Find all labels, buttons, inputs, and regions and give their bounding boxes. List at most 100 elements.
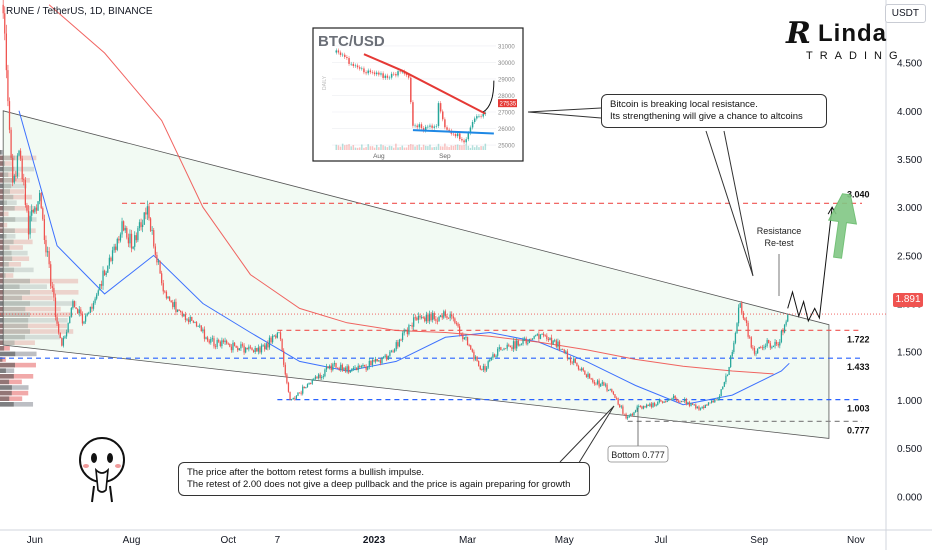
candle-body	[768, 339, 770, 344]
btc-y-tick-label: 27000	[498, 111, 515, 117]
candle-body	[414, 317, 416, 319]
candle-body	[99, 284, 101, 291]
candle-body	[176, 309, 179, 313]
candle-body	[769, 343, 771, 348]
candle-body	[774, 341, 776, 346]
candle-body	[308, 383, 310, 385]
btc-candle-body	[414, 125, 416, 127]
candle-body	[462, 334, 464, 340]
candle-body	[70, 308, 72, 317]
btc-candle-body	[401, 71, 404, 73]
volume-profile-bar-core	[0, 351, 16, 357]
candle-body	[398, 339, 401, 347]
x-tick-label: 7	[275, 535, 281, 546]
volume-profile-bar	[0, 351, 37, 357]
candle-body	[341, 364, 343, 371]
candle-body	[113, 246, 115, 251]
btc-y-tick-label: 30000	[498, 61, 515, 67]
btc-volume-bar	[469, 147, 472, 150]
btc-candle-body	[395, 73, 397, 76]
candle-body	[46, 251, 49, 253]
btc-candle-body	[339, 52, 342, 55]
btc-candle-body	[361, 68, 363, 70]
candle-body	[614, 394, 616, 398]
candle-body	[655, 404, 657, 406]
candle-body	[490, 357, 492, 360]
candle-body	[737, 307, 740, 324]
candle-body	[321, 377, 323, 379]
currency-button[interactable]: USDT	[884, 4, 926, 23]
candle-body	[183, 314, 185, 317]
btc-candle-body	[456, 133, 459, 137]
candle-body	[89, 306, 91, 313]
candle-body	[546, 335, 548, 340]
btc-candle-body	[384, 75, 386, 78]
candle-body	[173, 301, 175, 308]
btc-candle-body	[367, 70, 369, 74]
candle-body	[224, 340, 226, 343]
y-tick-label: 2.500	[897, 251, 922, 262]
impulse-note: The price after the bottom retest forms …	[178, 462, 590, 496]
volume-profile-bar-core	[0, 346, 5, 351]
candle-body	[538, 334, 540, 339]
candle-body	[91, 306, 93, 309]
btc-volume-bar	[471, 145, 474, 150]
candle-body	[622, 406, 624, 414]
symbol-label: RUNE / TetherUS, 1D, BINANCE	[6, 6, 153, 17]
candle-body	[35, 207, 38, 211]
candle-body	[646, 404, 648, 408]
candle-body	[259, 347, 261, 353]
btc-volume-bar	[439, 146, 442, 150]
btc-volume-bar	[412, 144, 414, 150]
volume-profile-bar	[0, 379, 22, 385]
candle-body	[23, 179, 25, 181]
candle-body	[747, 322, 749, 337]
candle-body	[531, 338, 534, 340]
candle-body	[569, 358, 572, 363]
btc-candle-body	[348, 58, 350, 64]
level-label: 1.722	[847, 334, 870, 344]
candle-body	[376, 358, 378, 362]
candle-body	[728, 367, 730, 375]
candle-body	[172, 302, 174, 308]
candle-body	[129, 233, 131, 244]
btc-candle-body	[431, 125, 433, 128]
candle-body	[409, 325, 412, 326]
btc-candle-body	[375, 72, 378, 75]
volume-profile-bar-core	[0, 396, 10, 401]
btc-volume-bar	[473, 147, 476, 150]
candle-body	[455, 323, 458, 324]
candle-body	[523, 338, 526, 340]
btc-volume-bar	[367, 144, 369, 150]
candle-body	[550, 337, 553, 345]
candle-body	[7, 70, 9, 102]
btc-volume-bar	[380, 144, 382, 150]
btc-candle-body	[478, 116, 480, 117]
candle-body	[476, 356, 478, 362]
candle-body	[18, 150, 20, 156]
candle-body	[690, 403, 692, 406]
candle-body	[343, 367, 345, 371]
candle-body	[466, 337, 469, 346]
btc-candle-body	[429, 125, 431, 127]
candle-body	[275, 335, 277, 338]
candle-body	[533, 336, 535, 339]
candle-body	[479, 366, 481, 370]
candle-body	[514, 341, 516, 349]
btc-candle-body	[380, 73, 382, 75]
candle-body	[633, 412, 635, 416]
candle-body	[720, 389, 722, 397]
candle-body	[592, 379, 594, 382]
candle-body	[69, 316, 71, 324]
candle-body	[406, 330, 408, 335]
y-tick-label: 3.500	[897, 155, 922, 166]
candle-body	[668, 399, 670, 401]
candle-body	[766, 339, 768, 346]
btc-candle-body	[433, 126, 435, 128]
btc-x-tick-label: Sep	[439, 153, 451, 160]
btc-volume-bar	[433, 147, 435, 150]
candle-body	[281, 339, 283, 351]
candle-body	[763, 346, 765, 348]
candle-body	[530, 338, 532, 340]
candle-body	[416, 317, 418, 320]
